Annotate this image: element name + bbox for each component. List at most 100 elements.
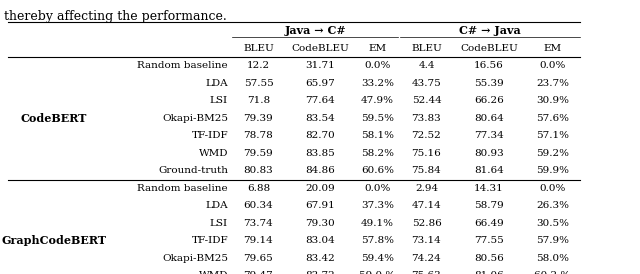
Text: 57.6%: 57.6% <box>536 114 569 123</box>
Text: 72.52: 72.52 <box>412 131 442 140</box>
Text: 55.39: 55.39 <box>474 79 504 88</box>
Text: 77.64: 77.64 <box>305 96 335 105</box>
Text: CodeBERT: CodeBERT <box>21 113 87 124</box>
Text: 67.91: 67.91 <box>305 201 335 210</box>
Text: 47.9%: 47.9% <box>361 96 394 105</box>
Text: 57.1%: 57.1% <box>536 131 569 140</box>
Text: 37.3%: 37.3% <box>361 201 394 210</box>
Text: 66.26: 66.26 <box>474 96 504 105</box>
Text: thereby affecting the performance.: thereby affecting the performance. <box>4 10 227 23</box>
Text: 26.3%: 26.3% <box>536 201 569 210</box>
Text: 43.75: 43.75 <box>412 79 442 88</box>
Text: Okapi-BM25: Okapi-BM25 <box>162 254 228 263</box>
Text: 83.42: 83.42 <box>305 254 335 263</box>
Text: 75.16: 75.16 <box>412 149 442 158</box>
Text: 82.70: 82.70 <box>305 131 335 140</box>
Text: 0.0%: 0.0% <box>364 184 390 193</box>
Text: TF-IDF: TF-IDF <box>191 131 228 140</box>
Text: 59.5%: 59.5% <box>361 114 394 123</box>
Text: 57.8%: 57.8% <box>361 236 394 245</box>
Text: 49.1%: 49.1% <box>361 219 394 228</box>
Text: Java → C#: Java → C# <box>285 25 347 36</box>
Text: WMD: WMD <box>198 271 228 274</box>
Text: BLEU: BLEU <box>243 44 274 53</box>
Text: 20.09: 20.09 <box>305 184 335 193</box>
Text: 30.9%: 30.9% <box>536 96 569 105</box>
Text: 30.5%: 30.5% <box>536 219 569 228</box>
Text: 73.83: 73.83 <box>412 114 442 123</box>
Text: 59.0 %: 59.0 % <box>360 271 396 274</box>
Text: 79.14: 79.14 <box>244 236 273 245</box>
Text: 4.4: 4.4 <box>419 61 435 70</box>
Text: 58.0%: 58.0% <box>536 254 569 263</box>
Text: 80.64: 80.64 <box>474 114 504 123</box>
Text: 71.8: 71.8 <box>247 96 270 105</box>
Text: 31.71: 31.71 <box>305 61 335 70</box>
Text: GraphCodeBERT: GraphCodeBERT <box>1 235 106 246</box>
Text: Random baseline: Random baseline <box>138 61 228 70</box>
Text: Random baseline: Random baseline <box>138 184 228 193</box>
Text: 83.54: 83.54 <box>305 114 335 123</box>
Text: 58.2%: 58.2% <box>361 149 394 158</box>
Text: LSI: LSI <box>210 219 228 228</box>
Text: 83.72: 83.72 <box>305 271 335 274</box>
Text: 79.59: 79.59 <box>244 149 273 158</box>
Text: 0.0%: 0.0% <box>540 184 566 193</box>
Text: 60.2 %: 60.2 % <box>534 271 571 274</box>
Text: 33.2%: 33.2% <box>361 79 394 88</box>
Text: 12.2: 12.2 <box>247 61 270 70</box>
Text: 59.4%: 59.4% <box>361 254 394 263</box>
Text: 57.55: 57.55 <box>244 79 273 88</box>
Text: 80.83: 80.83 <box>244 166 273 175</box>
Text: 60.6%: 60.6% <box>361 166 394 175</box>
Text: 80.56: 80.56 <box>474 254 504 263</box>
Text: 74.24: 74.24 <box>412 254 442 263</box>
Text: Okapi-BM25: Okapi-BM25 <box>162 114 228 123</box>
Text: TF-IDF: TF-IDF <box>191 236 228 245</box>
Text: 0.0%: 0.0% <box>364 61 390 70</box>
Text: BLEU: BLEU <box>411 44 442 53</box>
Text: 59.2%: 59.2% <box>536 149 569 158</box>
Text: 23.7%: 23.7% <box>536 79 569 88</box>
Text: 83.85: 83.85 <box>305 149 335 158</box>
Text: 73.14: 73.14 <box>412 236 442 245</box>
Text: EM: EM <box>369 44 387 53</box>
Text: EM: EM <box>543 44 561 53</box>
Text: 6.88: 6.88 <box>247 184 270 193</box>
Text: LDA: LDA <box>205 79 228 88</box>
Text: WMD: WMD <box>198 149 228 158</box>
Text: CodeBLEU: CodeBLEU <box>460 44 518 53</box>
Text: 79.30: 79.30 <box>305 219 335 228</box>
Text: 79.47: 79.47 <box>244 271 273 274</box>
Text: 83.04: 83.04 <box>305 236 335 245</box>
Text: 2.94: 2.94 <box>415 184 438 193</box>
Text: 14.31: 14.31 <box>474 184 504 193</box>
Text: 77.55: 77.55 <box>474 236 504 245</box>
Text: 79.65: 79.65 <box>244 254 273 263</box>
Text: 80.93: 80.93 <box>474 149 504 158</box>
Text: CodeBLEU: CodeBLEU <box>291 44 349 53</box>
Text: 81.64: 81.64 <box>474 166 504 175</box>
Text: 81.06: 81.06 <box>474 271 504 274</box>
Text: 47.14: 47.14 <box>412 201 442 210</box>
Text: LDA: LDA <box>205 201 228 210</box>
Text: 75.63: 75.63 <box>412 271 442 274</box>
Text: 52.86: 52.86 <box>412 219 442 228</box>
Text: Ground-truth: Ground-truth <box>158 166 228 175</box>
Text: 65.97: 65.97 <box>305 79 335 88</box>
Text: 60.34: 60.34 <box>244 201 273 210</box>
Text: 16.56: 16.56 <box>474 61 504 70</box>
Text: 59.9%: 59.9% <box>536 166 569 175</box>
Text: C# → Java: C# → Java <box>459 25 521 36</box>
Text: 75.84: 75.84 <box>412 166 442 175</box>
Text: 77.34: 77.34 <box>474 131 504 140</box>
Text: 52.44: 52.44 <box>412 96 442 105</box>
Text: LSI: LSI <box>210 96 228 105</box>
Text: 84.86: 84.86 <box>305 166 335 175</box>
Text: 79.39: 79.39 <box>244 114 273 123</box>
Text: 58.79: 58.79 <box>474 201 504 210</box>
Text: 73.74: 73.74 <box>244 219 273 228</box>
Text: 66.49: 66.49 <box>474 219 504 228</box>
Text: 57.9%: 57.9% <box>536 236 569 245</box>
Text: 78.78: 78.78 <box>244 131 273 140</box>
